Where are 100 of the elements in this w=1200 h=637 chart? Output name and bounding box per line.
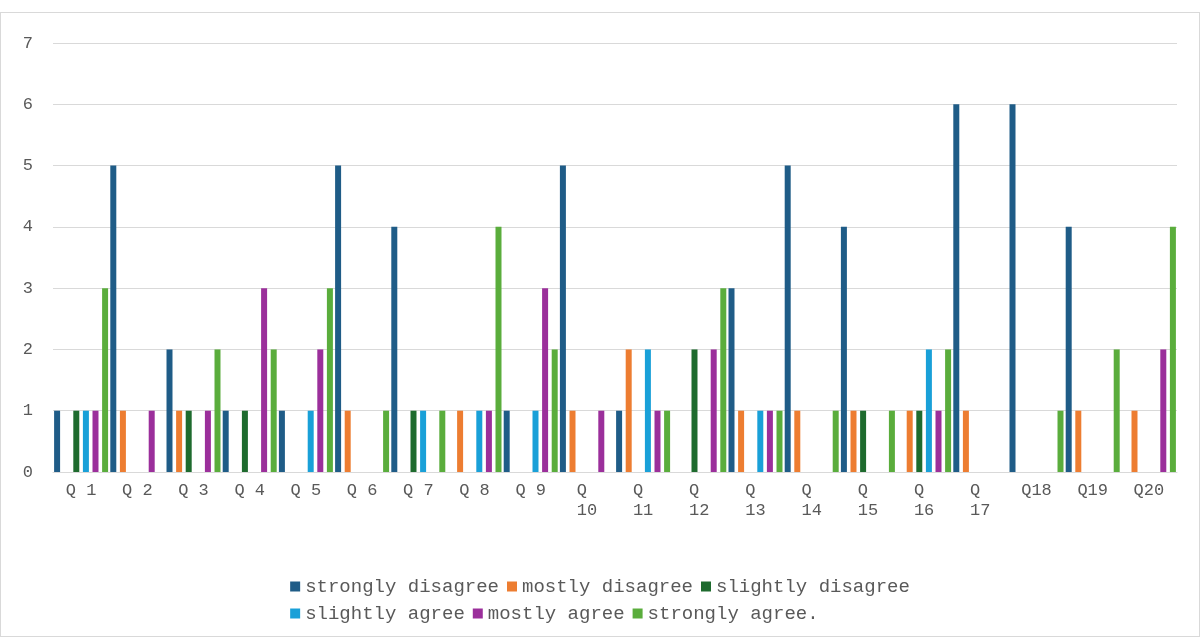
bar xyxy=(326,288,333,472)
y-tick-label: 3 xyxy=(22,278,33,298)
bar xyxy=(222,410,229,472)
bar xyxy=(1009,104,1016,472)
bar xyxy=(1057,410,1064,472)
x-tick-label: Q 8 xyxy=(459,480,490,500)
bar xyxy=(551,349,558,472)
bar xyxy=(598,410,605,472)
bar xyxy=(204,410,211,472)
bar xyxy=(532,410,539,472)
bar xyxy=(935,410,942,472)
x-tick-label: Q 3 xyxy=(178,480,209,500)
bar xyxy=(148,410,155,472)
bar xyxy=(307,410,314,472)
bar xyxy=(261,288,268,472)
bar xyxy=(503,410,510,472)
x-tick-label: Q 5 xyxy=(290,480,322,500)
bar xyxy=(766,410,773,472)
bar xyxy=(119,410,126,472)
bar xyxy=(644,349,651,472)
bar xyxy=(850,410,857,472)
x-tick-label: Q 2 xyxy=(122,480,153,500)
bar xyxy=(945,349,952,472)
x-tick-label: Q 14 xyxy=(801,480,822,520)
y-tick-label: 7 xyxy=(22,33,33,53)
bar xyxy=(569,410,576,472)
bar xyxy=(616,410,623,472)
bar xyxy=(439,410,446,472)
bar xyxy=(270,349,277,472)
bar xyxy=(214,349,221,472)
bar xyxy=(906,410,913,472)
bar xyxy=(860,410,867,472)
x-tick-label: Q 11 xyxy=(632,480,654,520)
bar xyxy=(92,410,99,472)
bar xyxy=(925,349,932,472)
bar xyxy=(559,165,566,472)
legend-label: strongly disagree xyxy=(305,575,499,598)
bar xyxy=(110,165,117,472)
bar xyxy=(664,410,671,472)
legend-label: strongly agree. xyxy=(647,602,819,625)
legend-label: mostly disagree xyxy=(521,575,694,598)
bar xyxy=(840,226,847,472)
x-tick-label: Q 9 xyxy=(515,480,546,500)
bar xyxy=(757,410,764,472)
bar xyxy=(420,410,427,472)
y-tick-label: 4 xyxy=(22,217,33,237)
bar xyxy=(1131,410,1138,472)
bar xyxy=(654,410,661,472)
legend-label: slightly disagree xyxy=(716,575,910,598)
bar xyxy=(1065,226,1072,472)
bar xyxy=(102,288,109,472)
bar xyxy=(1160,349,1167,472)
bar xyxy=(728,288,735,472)
bar xyxy=(176,410,183,472)
x-tick-label: Q 1 xyxy=(65,480,97,500)
y-tick-label: 1 xyxy=(22,401,33,421)
bar xyxy=(335,165,342,472)
bar xyxy=(495,226,502,472)
bar xyxy=(720,288,727,472)
bar xyxy=(166,349,173,472)
bar xyxy=(1169,226,1176,472)
bar xyxy=(476,410,483,472)
bar xyxy=(888,410,895,472)
y-tick-label: 6 xyxy=(22,94,33,114)
x-tick-label: Q 10 xyxy=(576,480,598,520)
bar xyxy=(1075,410,1082,472)
y-tick-label: 2 xyxy=(22,339,33,359)
legend-label: slightly agree xyxy=(305,602,465,625)
x-tick-label: Q 16 xyxy=(913,480,935,520)
bar xyxy=(625,349,632,472)
y-tick-label: 5 xyxy=(22,156,33,176)
bar xyxy=(953,104,960,472)
bar xyxy=(832,410,839,472)
x-tick-label: Q 17 xyxy=(970,480,991,520)
bar xyxy=(710,349,717,472)
legend-label: mostly agree xyxy=(487,602,625,625)
bar xyxy=(457,410,464,472)
x-tick-label: Q 15 xyxy=(857,480,879,520)
bar xyxy=(185,410,192,472)
bar xyxy=(410,410,417,472)
x-tick-label: Q18 xyxy=(1021,480,1052,500)
bar xyxy=(278,410,285,472)
bar xyxy=(344,410,351,472)
x-tick-label: Q19 xyxy=(1077,480,1108,500)
bar xyxy=(82,410,89,472)
bar xyxy=(485,410,492,472)
bar xyxy=(391,226,398,472)
y-tick-label: 0 xyxy=(22,462,33,482)
bar xyxy=(916,410,923,472)
x-tick-label: Q 6 xyxy=(346,480,378,500)
bar xyxy=(241,410,248,472)
bar xyxy=(691,349,698,472)
bar xyxy=(784,165,791,472)
bar xyxy=(542,288,549,472)
bar xyxy=(54,410,61,472)
bar xyxy=(962,410,969,472)
bar xyxy=(1113,349,1120,472)
x-tick-label: Q 12 xyxy=(689,480,710,520)
bar xyxy=(73,410,80,472)
x-tick-label: Q20 xyxy=(1133,480,1165,500)
